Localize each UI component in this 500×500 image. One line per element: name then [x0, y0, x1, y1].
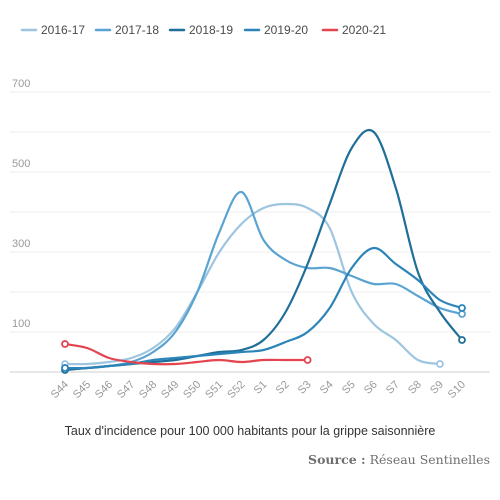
chart-caption: Taux d'incidence pour 100 000 habitants … [64, 424, 436, 438]
series-endpoint-marker[interactable] [61, 364, 69, 372]
source-name[interactable]: Réseau Sentinelles [369, 452, 490, 467]
series-line[interactable] [63, 246, 464, 370]
x-tick-label: S47 [115, 379, 137, 401]
x-tick-label: S5 [340, 379, 358, 397]
y-tick-label: 500 [12, 158, 30, 170]
x-tick-label: S1 [252, 379, 270, 397]
series-endpoint-marker[interactable] [458, 304, 466, 312]
series-line[interactable] [63, 342, 309, 366]
chart-legend: 2016-17 2017-18 2018-19 2019-20 2020-21 [20, 23, 386, 37]
x-tick-label: S3 [296, 379, 314, 397]
x-tick-label: S6 [362, 379, 380, 397]
legend-label[interactable]: 2019-20 [264, 23, 308, 37]
x-tick-label: S8 [406, 379, 424, 397]
series-endpoint-marker[interactable] [61, 340, 69, 348]
source-credit: Source : Réseau Sentinelles [308, 452, 490, 467]
x-tick-label: S48 [137, 379, 159, 401]
series-endpoint-marker[interactable] [436, 360, 444, 368]
x-tick-label: S49 [159, 379, 181, 401]
legend-label[interactable]: 2017-18 [115, 23, 159, 37]
series-line[interactable] [63, 190, 464, 370]
x-tick-label: S46 [93, 379, 115, 401]
legend-label[interactable]: 2020-21 [342, 23, 386, 37]
source-label: Source : [308, 452, 366, 467]
x-tick-label: S10 [446, 379, 468, 401]
x-tick-label: S4 [318, 379, 336, 397]
x-tick-label: S44 [49, 379, 71, 401]
x-tick-label: S52 [225, 379, 247, 401]
series-lines [61, 128, 466, 374]
x-tick-label: S51 [203, 379, 225, 401]
series-endpoint-marker[interactable] [458, 336, 466, 344]
x-tick-label: S45 [71, 379, 93, 401]
series-endpoint-marker[interactable] [303, 356, 312, 364]
x-tick-label: S9 [428, 379, 446, 397]
x-tick-label: S50 [181, 379, 203, 401]
x-tick-label: S7 [384, 379, 402, 397]
x-tick-label: S2 [274, 379, 292, 397]
y-tick-label: 700 [12, 78, 30, 90]
line-chart: 2016-17 2017-18 2018-19 2019-20 2020-21 100 3… [10, 23, 490, 401]
legend-label[interactable]: 2018-19 [189, 23, 233, 37]
legend-label[interactable]: 2016-17 [41, 23, 85, 37]
series-line[interactable] [63, 128, 464, 372]
x-axis: S44 S45 S46 S47 S48 S49 S50 S51 S52 S1 S2 S3 S4 S5 S6 S… [49, 379, 468, 401]
y-tick-label: 100 [12, 318, 30, 330]
y-axis: 100 300 500 700 [12, 78, 30, 330]
chart-grid [10, 91, 490, 373]
y-tick-label: 300 [12, 238, 30, 250]
